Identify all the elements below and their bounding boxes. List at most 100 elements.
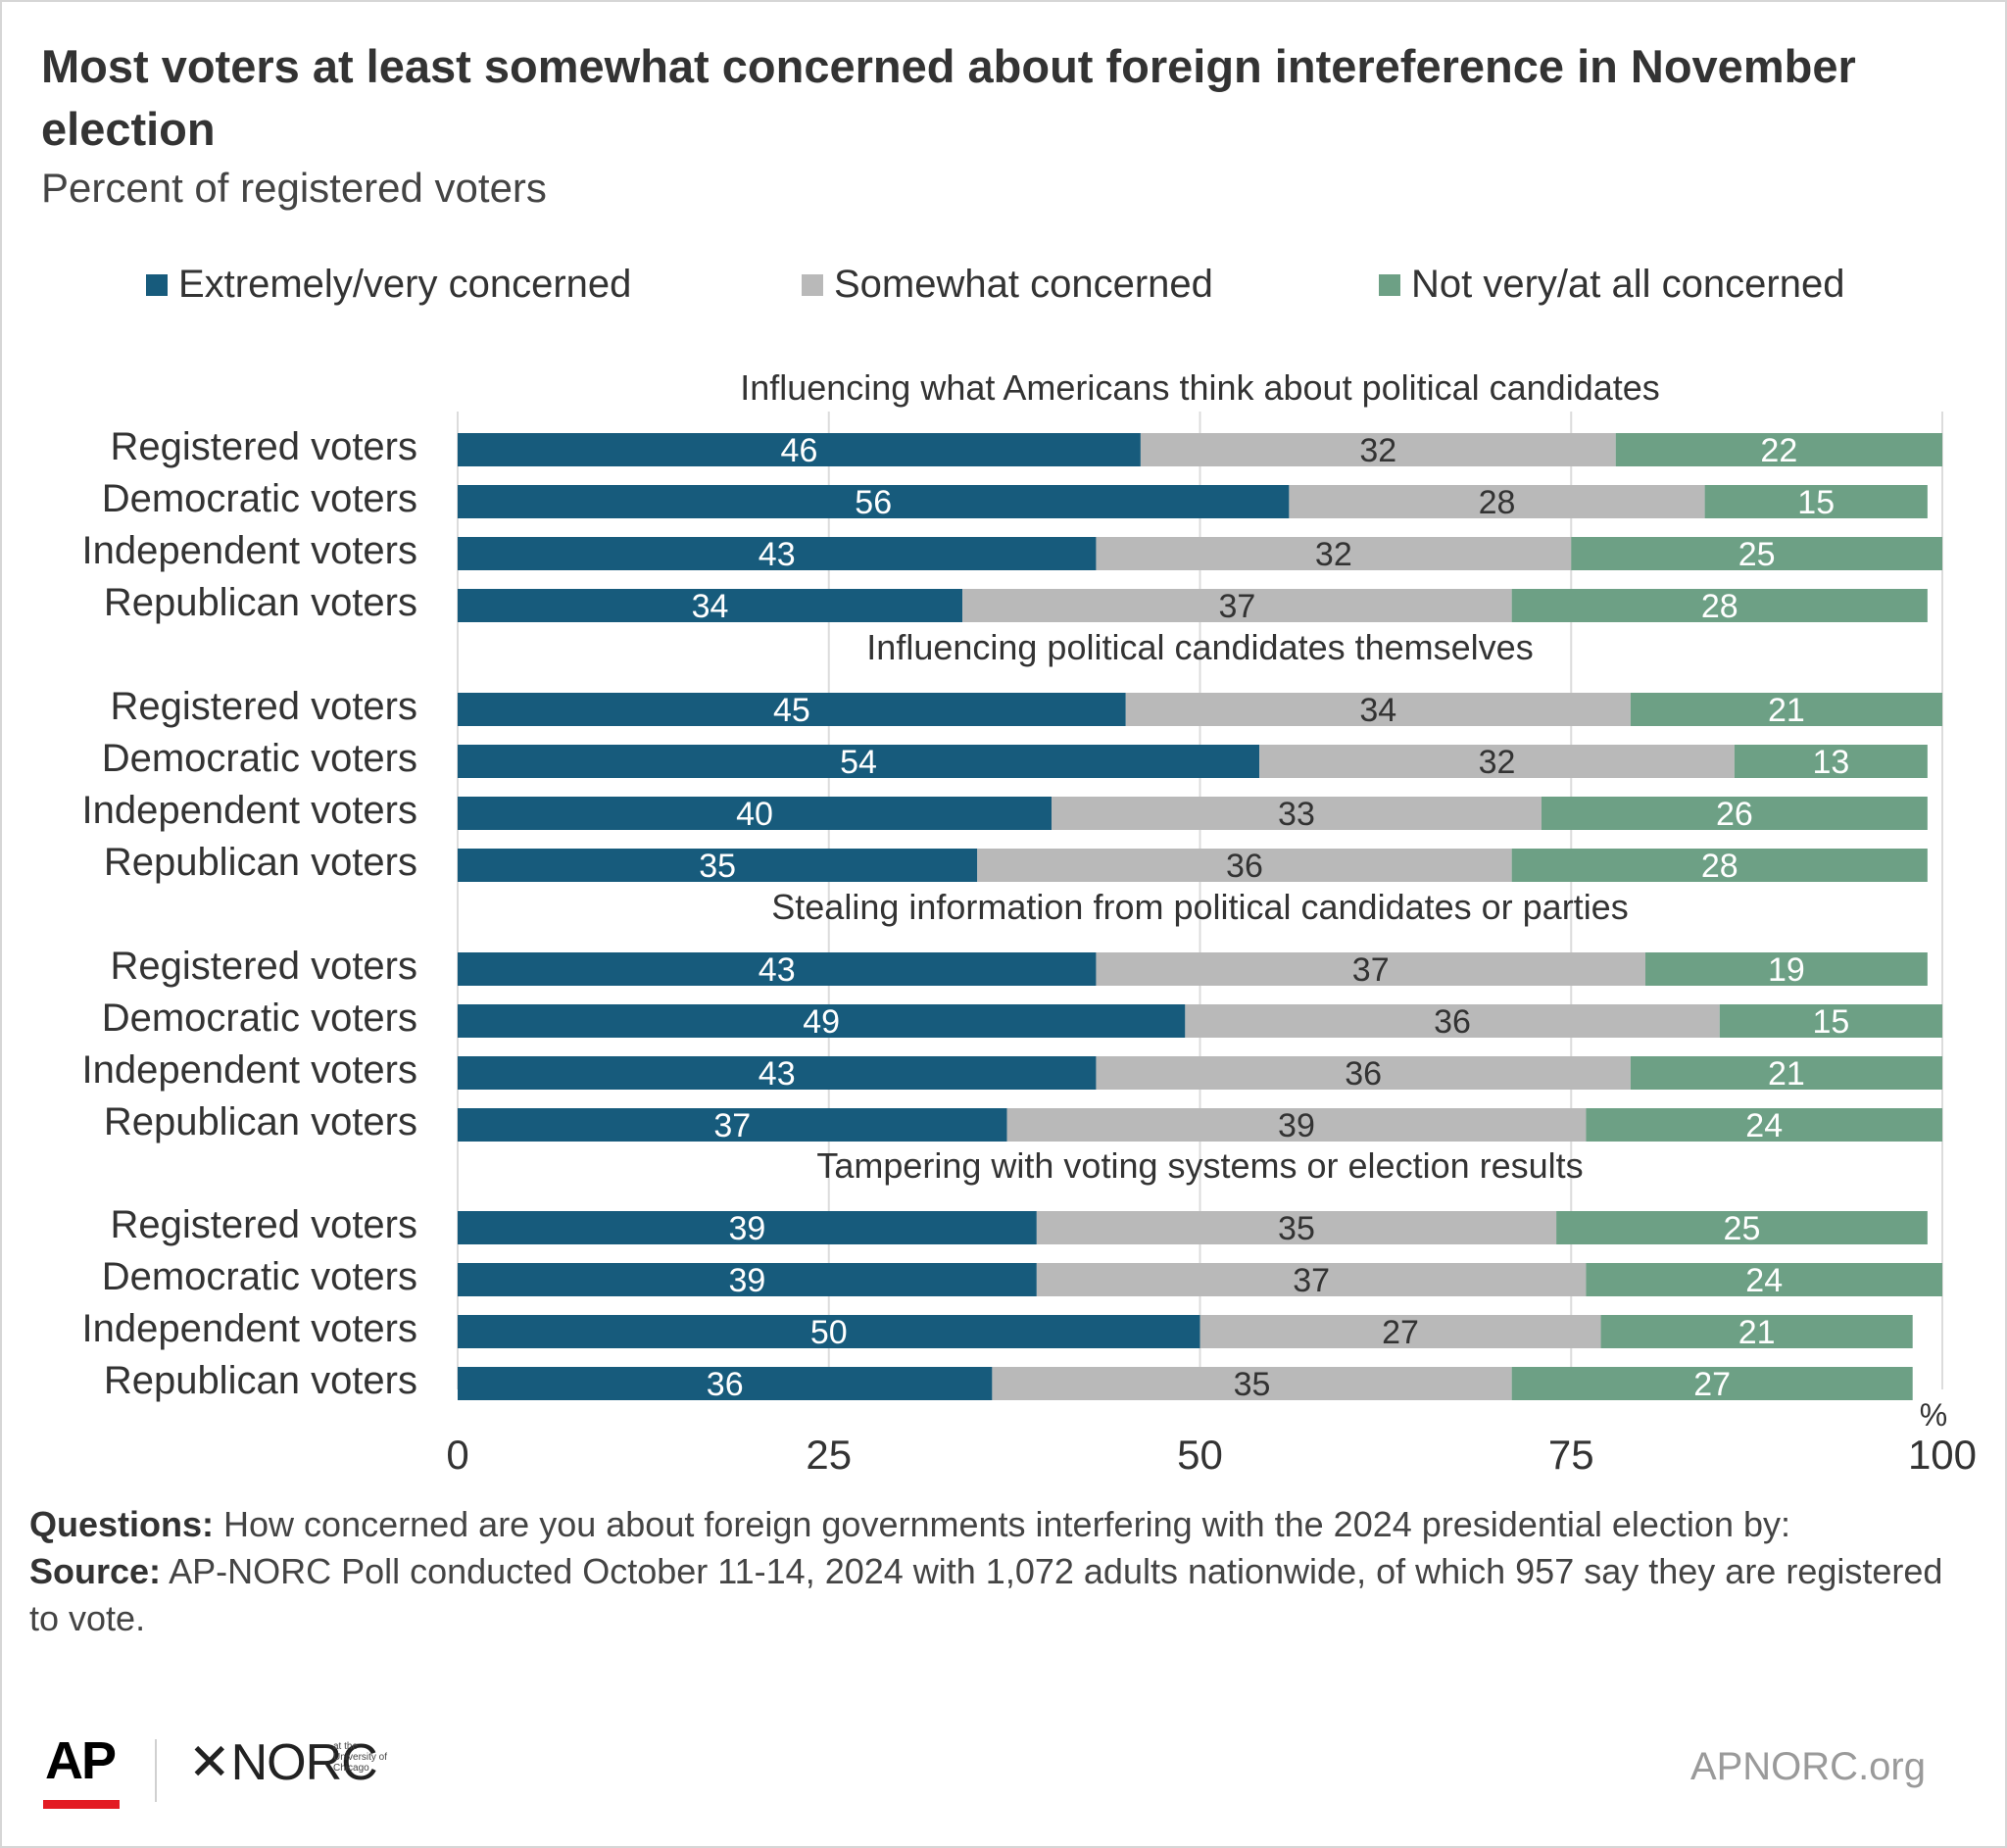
data-label-extremely: 43 (759, 1055, 796, 1093)
data-label-extremely: 54 (840, 744, 877, 781)
bar-somewhat (1006, 1108, 1587, 1142)
data-label-extremely: 43 (759, 536, 796, 573)
data-label-extremely: 50 (810, 1314, 848, 1351)
bar-somewhat (1096, 537, 1572, 570)
data-label-extremely: 37 (713, 1107, 751, 1144)
data-label-somewhat: 32 (1479, 744, 1516, 781)
bar-somewhat (1125, 693, 1631, 726)
row-label: Republican voters (104, 841, 417, 884)
row-label: Republican voters (104, 1359, 417, 1402)
data-label-extremely: 39 (729, 1262, 766, 1299)
group-title: Tampering with voting systems or electio… (816, 1145, 1583, 1186)
data-label-extremely: 45 (773, 692, 810, 729)
data-label-somewhat: 27 (1382, 1314, 1419, 1351)
row-label: Republican voters (104, 1100, 417, 1143)
bar-somewhat (1036, 1263, 1587, 1296)
bar-not (1541, 797, 1928, 830)
data-label-extremely: 46 (781, 432, 818, 469)
bar-extremely (458, 589, 963, 622)
data-label-somewhat: 37 (1218, 588, 1255, 625)
bar-not (1630, 693, 1942, 726)
bar-extremely (458, 797, 1052, 830)
row-label: Democratic voters (102, 737, 417, 780)
bar-not (1615, 433, 1942, 466)
bar-extremely (458, 485, 1290, 518)
bar-somewhat (1185, 1004, 1720, 1038)
bar-extremely (458, 1315, 1200, 1348)
data-label-not: 28 (1701, 588, 1738, 625)
bar-extremely (458, 1056, 1097, 1090)
questions-note: Questions: How concerned are you about f… (29, 1501, 1965, 1548)
data-label-extremely: 43 (759, 951, 796, 989)
bar-not (1571, 537, 1942, 570)
data-label-somewhat: 34 (1359, 692, 1396, 729)
row-label: Democratic voters (102, 1255, 417, 1298)
norc-tagline: at the University of Chicago (333, 1741, 388, 1774)
row-label: Registered voters (111, 425, 417, 468)
chart-title: Most voters at least somewhat concerned … (41, 40, 1856, 155)
bar-extremely (458, 433, 1141, 466)
ap-logo-underline (43, 1800, 120, 1809)
data-label-extremely: 34 (692, 588, 729, 625)
row-label: Republican voters (104, 581, 417, 624)
bar-somewhat (1052, 797, 1542, 830)
bar-not (1645, 952, 1928, 986)
source-note: Source: AP-NORC Poll conducted October 1… (29, 1548, 1965, 1642)
data-label-somewhat: 36 (1345, 1055, 1382, 1093)
data-label-somewhat: 33 (1278, 796, 1315, 833)
norc-wordmark: NORC (230, 1734, 378, 1791)
bar-somewhat (962, 589, 1512, 622)
group-title: Stealing information from political cand… (771, 887, 1628, 927)
data-label-not: 15 (1797, 484, 1835, 521)
bar-not (1511, 1367, 1913, 1400)
group-title: Influencing political candidates themsel… (866, 627, 1533, 667)
questions-label: Questions: (29, 1504, 215, 1544)
legend-swatch-extremely (146, 274, 168, 296)
data-label-not: 25 (1724, 1210, 1761, 1247)
data-label-not: 21 (1768, 1055, 1805, 1093)
data-label-not: 19 (1768, 951, 1805, 989)
data-label-not: 24 (1745, 1107, 1783, 1144)
x-axis-unit: % (1920, 1397, 1947, 1433)
bar-extremely (458, 745, 1260, 778)
row-label: Independent voters (82, 1048, 417, 1092)
bar-somewhat (1140, 433, 1616, 466)
bar-not (1600, 1315, 1913, 1348)
data-label-not: 27 (1693, 1366, 1731, 1403)
x-tick-label: 50 (1177, 1432, 1223, 1478)
bar-somewhat (1289, 485, 1705, 518)
bar-not (1719, 1004, 1942, 1038)
bar-not (1511, 849, 1928, 882)
data-label-extremely: 35 (699, 848, 736, 885)
data-label-extremely: 56 (855, 484, 892, 521)
bar-not (1704, 485, 1928, 518)
bar-not (1734, 745, 1928, 778)
bar-somewhat (992, 1367, 1512, 1400)
bar-extremely (458, 1108, 1007, 1142)
row-label: Independent voters (82, 1307, 417, 1350)
legend-label-extremely: Extremely/very concerned (178, 263, 631, 306)
row-label: Independent voters (82, 789, 417, 832)
legend-label-somewhat: Somewhat concerned (834, 263, 1213, 306)
bar-not (1586, 1108, 1942, 1142)
bar-somewhat (1096, 1056, 1631, 1090)
data-label-somewhat: 36 (1226, 848, 1263, 885)
data-label-not: 15 (1812, 1003, 1849, 1041)
chart-notes: Questions: How concerned are you about f… (29, 1501, 1965, 1642)
data-label-somewhat: 36 (1434, 1003, 1471, 1041)
legend-label-not: Not very/at all concerned (1411, 263, 1844, 306)
footer-logos: AP ✕NORC at the University of Chicago AP… (39, 1729, 1926, 1818)
legend-swatch-somewhat (802, 274, 823, 296)
row-label: Independent voters (82, 529, 417, 572)
data-label-somewhat: 35 (1278, 1210, 1315, 1247)
norc-star-icon: ✕ (188, 1734, 231, 1791)
questions-text: How concerned are you about foreign gove… (223, 1504, 1790, 1544)
source-text: AP-NORC Poll conducted October 11-14, 20… (29, 1551, 1943, 1638)
bar-extremely (458, 693, 1126, 726)
row-label: Democratic voters (102, 477, 417, 520)
bar-extremely (458, 1211, 1037, 1244)
bar-extremely (458, 952, 1097, 986)
bar-extremely (458, 1367, 993, 1400)
data-label-somewhat: 35 (1234, 1366, 1271, 1403)
bar-somewhat (1199, 1315, 1601, 1348)
